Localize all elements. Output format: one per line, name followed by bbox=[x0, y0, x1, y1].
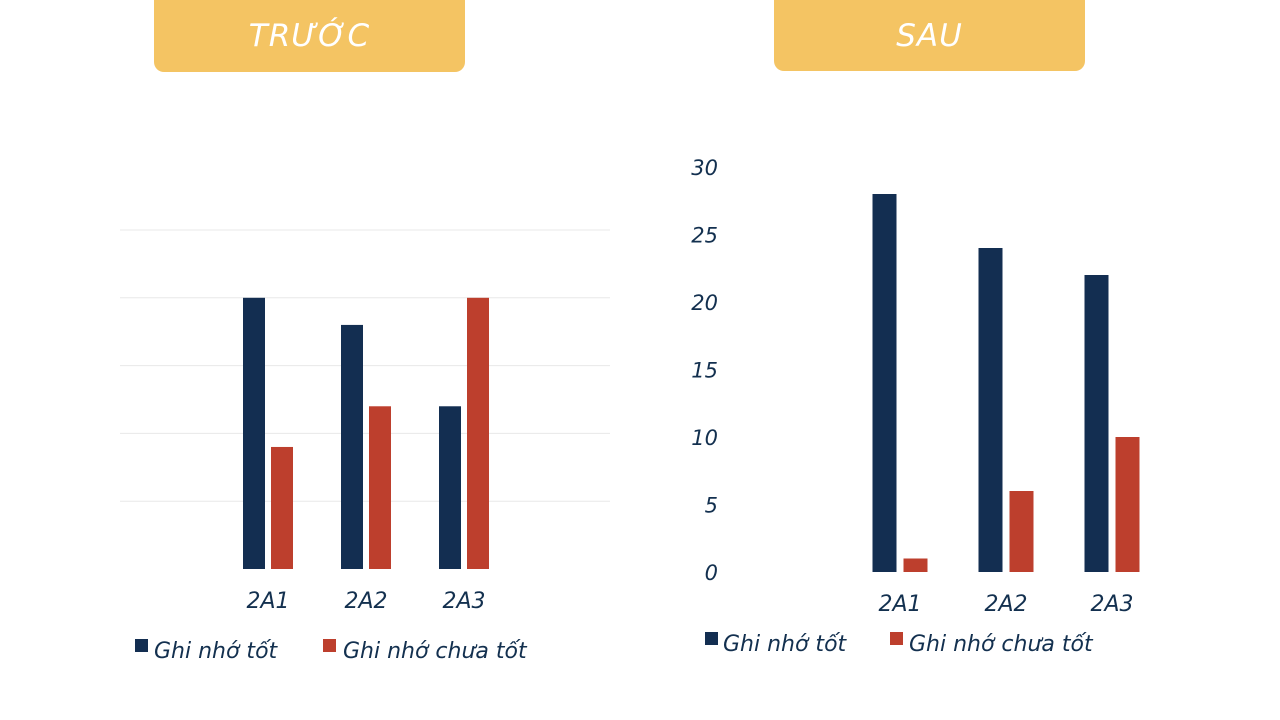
before-legend-label: Ghi nhớ tốt bbox=[154, 639, 279, 664]
after-bar-2a3-series-1 bbox=[1084, 275, 1109, 572]
after-bar-2a3-series-2 bbox=[1115, 437, 1140, 572]
before-category-label: 2A1 bbox=[246, 589, 289, 614]
after-y-tick-label: 15 bbox=[691, 359, 718, 383]
before-legend-label: Ghi nhớ chưa tốt bbox=[343, 639, 528, 664]
banner-after-title: SAU bbox=[774, 0, 1085, 71]
after-legend-swatch bbox=[705, 632, 718, 645]
before-bar-2a3-series-1 bbox=[439, 406, 461, 569]
before-bar-2a1-series-2 bbox=[271, 446, 293, 569]
after-bar-2a1-series-2 bbox=[903, 558, 928, 572]
after-y-tick-label: 30 bbox=[691, 156, 718, 180]
before-bar-2a1-series-1 bbox=[243, 297, 265, 569]
before-bar-2a3-series-2 bbox=[467, 297, 489, 569]
after-bar-2a2-series-1 bbox=[978, 248, 1003, 572]
banner-before-title: TRƯỚC bbox=[154, 0, 465, 72]
after-bar-2a1-series-1 bbox=[872, 194, 897, 572]
after-category-label: 2A2 bbox=[984, 592, 1027, 617]
after-legend-label: Ghi nhớ chưa tốt bbox=[909, 632, 1094, 657]
before-category-label: 2A2 bbox=[344, 589, 387, 614]
after-legend-label: Ghi nhớ tốt bbox=[723, 632, 848, 657]
after-legend-swatch bbox=[890, 632, 903, 645]
after-category-label: 2A3 bbox=[1090, 592, 1133, 617]
after-y-tick-label: 20 bbox=[691, 291, 718, 315]
after-y-tick-label: 5 bbox=[705, 494, 718, 518]
after-category-label: 2A1 bbox=[878, 592, 921, 617]
before-bar-2a2-series-2 bbox=[369, 406, 391, 569]
after-y-tick-label: 10 bbox=[691, 426, 718, 450]
before-legend-swatch bbox=[135, 639, 148, 652]
before-bar-2a2-series-1 bbox=[341, 324, 363, 569]
after-y-tick-label: 25 bbox=[691, 224, 718, 248]
before-category-label: 2A3 bbox=[442, 589, 485, 614]
after-y-tick-label: 0 bbox=[705, 561, 718, 585]
after-bar-2a2-series-2 bbox=[1009, 491, 1034, 572]
chart-after: 0 5 10 15 20 25 30 2A1 2A2 2A3 Ghi nhớ tốt Ghi nhớ … bbox=[691, 156, 1140, 657]
before-legend-swatch bbox=[323, 639, 336, 652]
chart-before: 2A1 2A2 2A3 Ghi nhớ tốt Ghi nhớ chưa tốt bbox=[120, 229, 610, 664]
